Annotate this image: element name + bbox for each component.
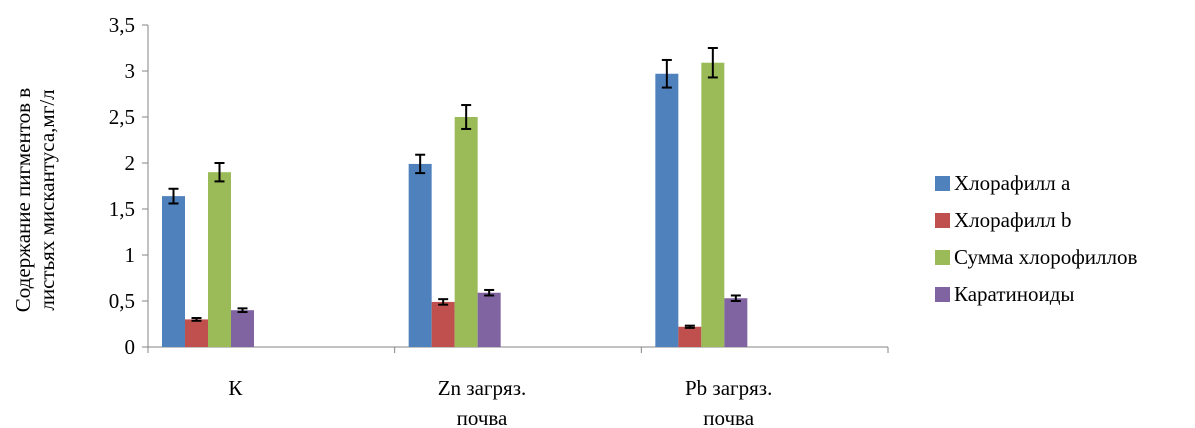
bar (231, 310, 254, 347)
x-category-label: Pb загряз. почва (685, 376, 772, 428)
legend-item-chlorophyll-b: Хлорафилл b (935, 207, 1137, 234)
error-bar (191, 317, 202, 322)
error-bars (168, 47, 741, 329)
y-axis-title-line-1: Содержание пигментов в (11, 88, 35, 313)
error-bar (461, 104, 472, 130)
error-bar (730, 294, 741, 302)
legend: Хлорафилл а Хлорафилл b Сумма хлорофилло… (935, 170, 1137, 318)
legend-item-carotenoids: Каратиноиды (935, 281, 1137, 308)
legend-swatch (935, 176, 950, 191)
y-tick-label: 2,5 (109, 105, 135, 129)
y-axis-title-line-2: листьях мискантуса,мг/л (35, 89, 59, 310)
y-tick-label: 1,5 (109, 197, 135, 221)
legend-swatch (935, 287, 950, 302)
bar (724, 298, 748, 347)
legend-item-chlorophyll-a: Хлорафилл а (935, 170, 1137, 197)
y-axis-title: Содержание пигментов в листьях мискантус… (11, 88, 59, 313)
axes (142, 24, 889, 353)
legend-swatch (935, 250, 950, 265)
error-bar (438, 298, 449, 306)
y-tick-label: 3,5 (109, 13, 135, 37)
bar (655, 73, 679, 347)
bar (701, 62, 725, 347)
error-bar (168, 187, 179, 205)
error-bar (661, 58, 672, 89)
y-tick-label: 0,5 (109, 289, 135, 313)
legend-item-chlorophyll-sum: Сумма хлорофиллов (935, 244, 1137, 271)
y-tick-label: 0 (125, 335, 136, 359)
legend-label: Хлорафилл b (954, 208, 1072, 232)
bar (185, 319, 208, 347)
x-category-label: Zn загряз. почва (438, 376, 527, 428)
legend-swatch (935, 213, 950, 228)
y-tick-label: 3 (125, 59, 136, 83)
error-bar (684, 324, 695, 329)
y-tick-label: 2 (125, 151, 136, 175)
bar (678, 326, 702, 347)
bars (162, 62, 748, 347)
bar (454, 117, 478, 347)
error-bar (415, 153, 426, 175)
legend-label: Каратиноиды (954, 282, 1075, 306)
y-tick-labels: 0 0,5 1 1,5 2 2,5 3 3,5 (109, 13, 135, 359)
x-category-label: К (228, 376, 243, 400)
bar (162, 196, 185, 347)
y-tick-label: 1 (125, 243, 136, 267)
x-category-labels: К Zn загряз. почва Pb загряз. почва (228, 376, 772, 428)
error-bar (214, 162, 225, 183)
bar (431, 301, 455, 347)
bar (477, 292, 501, 347)
error-bar (484, 288, 495, 297)
legend-label: Сумма хлорофиллов (954, 245, 1138, 269)
error-bar (237, 307, 248, 314)
error-bar (707, 47, 718, 79)
bar (408, 163, 432, 347)
legend-label: Хлорафилл а (954, 171, 1071, 195)
bar (208, 172, 231, 347)
